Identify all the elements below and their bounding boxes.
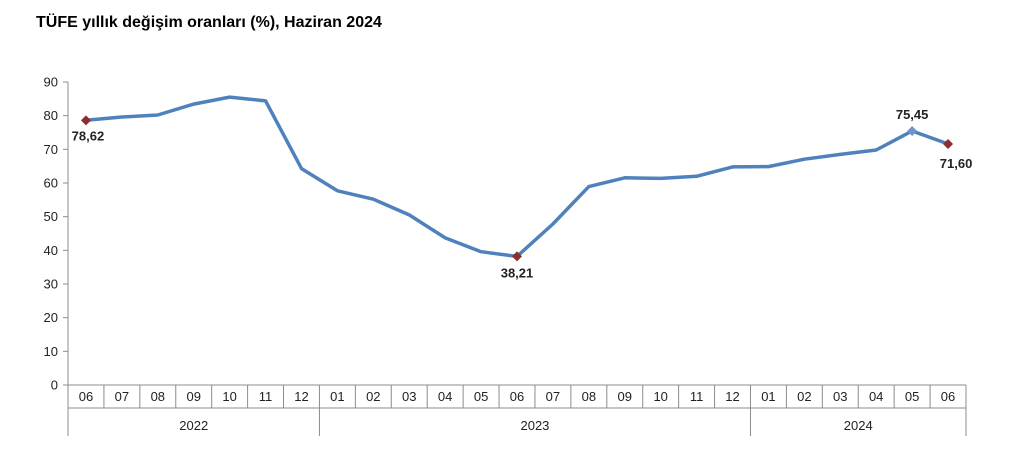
y-tick-label: 40 [44, 243, 58, 258]
y-tick-label: 0 [51, 378, 58, 393]
x-tick-label: 10 [653, 389, 667, 404]
y-tick-label: 10 [44, 344, 58, 359]
y-axis-ticks: 0 10 20 30 40 50 60 70 80 90 [44, 75, 68, 393]
y-tick-label: 30 [44, 277, 58, 292]
x-tick-label: 02 [366, 389, 380, 404]
data-point-marker [512, 251, 522, 262]
x-tick-label: 03 [833, 389, 847, 404]
data-point-marker [80, 115, 91, 126]
x-tick-label: 10 [222, 389, 236, 404]
x-tick-label: 01 [761, 389, 775, 404]
x-tick-label: 08 [582, 389, 596, 404]
data-label: 38,21 [501, 265, 534, 280]
data-markers [80, 115, 954, 262]
year-label: 2022 [179, 418, 208, 433]
data-label: 75,45 [896, 107, 929, 122]
data-point-marker [907, 125, 918, 136]
data-point-marker [943, 138, 954, 149]
x-tick-label: 11 [259, 389, 273, 404]
year-label: 2023 [520, 418, 549, 433]
y-tick-label: 20 [44, 310, 58, 325]
x-tick-label: 12 [294, 389, 308, 404]
x-tick-label: 09 [618, 389, 632, 404]
x-tick-label: 08 [151, 389, 165, 404]
data-label: 71,60 [940, 156, 973, 171]
year-label: 2024 [844, 418, 873, 433]
x-tick-label: 06 [79, 389, 93, 404]
y-tick-label: 50 [44, 209, 58, 224]
x-tick-label: 11 [690, 389, 704, 404]
x-tick-label: 09 [186, 389, 200, 404]
x-tick-label: 05 [905, 389, 919, 404]
x-tick-label: 07 [115, 389, 129, 404]
x-tick-label: 03 [402, 389, 416, 404]
chart-title: TÜFE yıllık değişim oranları (%), Hazira… [36, 14, 382, 31]
x-tick-label: 06 [941, 389, 955, 404]
series-line [84, 95, 950, 259]
x-tick-label: 06 [510, 389, 524, 404]
x-tick-label: 02 [797, 389, 811, 404]
y-tick-label: 80 [44, 108, 58, 123]
y-tick-label: 90 [44, 75, 58, 90]
data-label: 78,62 [72, 128, 105, 143]
x-axis-years: 2022 2023 2024 [67, 408, 967, 436]
x-axis-ticks: 06 07 08 09 10 11 12 01 02 03 04 05 06 07 08 09 10 11 12 01… [67, 385, 967, 408]
x-tick-label: 04 [869, 389, 883, 404]
x-tick-label: 04 [438, 389, 452, 404]
chart-axes [67, 82, 966, 409]
x-tick-label: 05 [474, 389, 488, 404]
x-tick-label: 12 [725, 389, 739, 404]
y-tick-label: 60 [44, 176, 58, 191]
data-labels: 78,62 38,21 75,45 71,60 [72, 107, 973, 280]
x-tick-label: 01 [330, 389, 344, 404]
series-line-path [84, 95, 950, 259]
y-tick-label: 70 [44, 142, 58, 157]
x-tick-label: 07 [546, 389, 560, 404]
